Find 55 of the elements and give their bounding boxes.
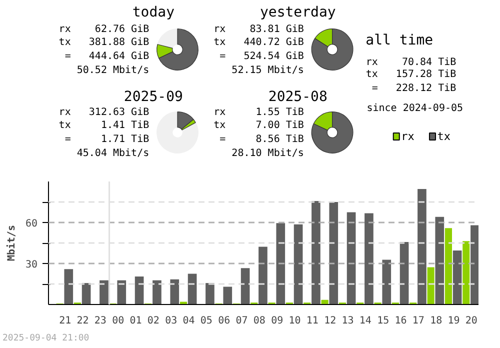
x-tick-label: 19 bbox=[448, 316, 460, 326]
legend-label: tx bbox=[437, 130, 451, 143]
text: tx 1.41 TiB bbox=[58, 120, 150, 131]
text: = 524.54 GiB bbox=[214, 51, 304, 62]
x-tick-label: 21 bbox=[59, 316, 72, 326]
x-tick-label: 06 bbox=[218, 316, 230, 326]
text: rx 62.76 GiB bbox=[58, 24, 150, 35]
y-axis-title: Mbit/s bbox=[5, 224, 18, 262]
text: since 2024-09-05 bbox=[366, 103, 464, 114]
text: rx 83.81 GiB bbox=[214, 24, 304, 35]
text: tx 381.88 GiB bbox=[58, 37, 150, 48]
x-tick-label: 12 bbox=[324, 316, 336, 326]
x-tick-label: 10 bbox=[288, 316, 301, 326]
chart-title: yesterday bbox=[260, 4, 336, 20]
text: rx 1.55 TiB bbox=[214, 107, 304, 118]
x-tick-label: 15 bbox=[377, 316, 390, 326]
x-tick-label: 23 bbox=[94, 316, 106, 326]
text: 52.15 Mbit/s bbox=[232, 65, 304, 76]
text: tx 7.00 TiB bbox=[214, 120, 304, 131]
x-tick-label: 11 bbox=[306, 316, 318, 326]
x-tick-label: 13 bbox=[342, 316, 354, 326]
x-tick-label: 02 bbox=[147, 316, 160, 326]
x-tick-label: 01 bbox=[130, 316, 142, 326]
x-tick-label: 22 bbox=[76, 316, 89, 326]
x-tick-label: 16 bbox=[394, 316, 407, 326]
x-tick-label: 07 bbox=[236, 316, 248, 326]
x-tick-label: 14 bbox=[359, 316, 372, 326]
text: = 8.56 TiB bbox=[214, 134, 304, 145]
text: 2025-09-04 21:00 bbox=[2, 334, 90, 344]
x-tick-label: 09 bbox=[271, 316, 284, 326]
y-tick-label: 30 bbox=[25, 260, 38, 270]
x-tick-label: 05 bbox=[200, 316, 212, 326]
chart-title: 2025-09 bbox=[124, 89, 183, 105]
y-tick-label: 60 bbox=[25, 218, 38, 230]
text: = 1.71 TiB bbox=[58, 134, 150, 145]
text: 50.52 Mbit/s bbox=[76, 65, 150, 76]
x-tick-label: 03 bbox=[165, 316, 178, 326]
x-tick-label: 17 bbox=[412, 316, 424, 326]
text: rx 312.63 GiB bbox=[58, 107, 150, 118]
text: 45.04 Mbit/s bbox=[76, 148, 150, 159]
chart-title: 2025-08 bbox=[268, 89, 328, 105]
text: rx 70.84 TiB bbox=[366, 57, 456, 68]
text: = 444.64 GiB bbox=[58, 51, 150, 62]
x-tick-label: 18 bbox=[430, 316, 442, 326]
chart-title: today bbox=[132, 4, 175, 20]
text: tx 157.28 TiB bbox=[366, 69, 456, 80]
text: all time bbox=[366, 32, 434, 48]
x-tick-label: 04 bbox=[182, 316, 195, 326]
x-tick-label: 08 bbox=[253, 316, 266, 326]
x-tick-label: 20 bbox=[465, 316, 478, 326]
text: = 228.12 TiB bbox=[366, 83, 456, 94]
legend-label: rx bbox=[401, 130, 415, 143]
x-tick-label: 00 bbox=[112, 316, 124, 326]
text: 28.10 Mbit/s bbox=[232, 148, 304, 159]
text: tx 440.72 GiB bbox=[214, 37, 304, 48]
